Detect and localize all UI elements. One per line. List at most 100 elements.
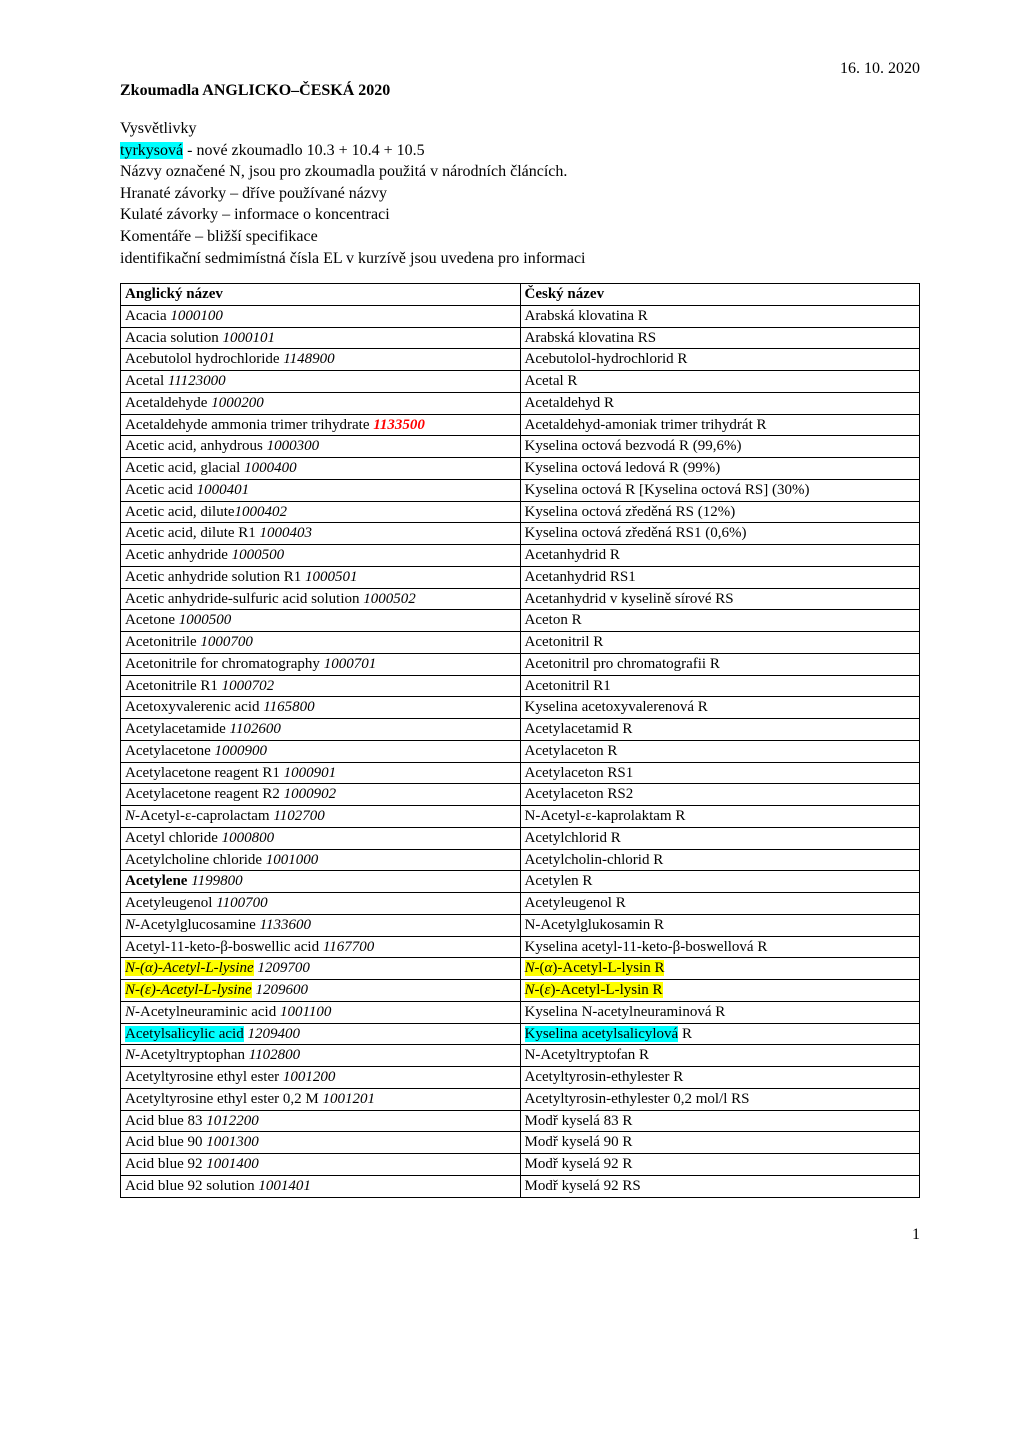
cell-cz: Acetylaceton RS2: [520, 784, 920, 806]
cell-cz: Acetylacetamid R: [520, 719, 920, 741]
date-text: 16. 10. 2020: [120, 60, 920, 78]
cell-cz: Kyselina acetyl-11-keto-β-boswellová R: [520, 936, 920, 958]
table-row: Acetic acid, glacial 1000400Kyselina oct…: [121, 458, 920, 480]
table-row: Acetoxyvalerenic acid 1165800Kyselina ac…: [121, 697, 920, 719]
header-en: Anglický název: [121, 284, 521, 306]
table-body: Acacia 1000100Arabská klovatina RAcacia …: [121, 305, 920, 1197]
table-row: Acetyltyrosine ethyl ester 1001200Acetyl…: [121, 1067, 920, 1089]
legend-heading: Vysvětlivky: [120, 118, 920, 140]
cell-cz: Kyselina octová R [Kyselina octová RS] (…: [520, 479, 920, 501]
cell-en: Acebutolol hydrochloride 1148900: [121, 349, 521, 371]
table-row: Acetylacetamide 1102600Acetylacetamid R: [121, 719, 920, 741]
cell-cz: Acetyltyrosin-ethylester R: [520, 1067, 920, 1089]
table-row: Acacia solution 1000101Arabská klovatina…: [121, 327, 920, 349]
table-row: Acid blue 83 1012200Modř kyselá 83 R: [121, 1110, 920, 1132]
cell-en: Acetoxyvalerenic acid 1165800: [121, 697, 521, 719]
table-row: Acetic anhydride solution R1 1000501Acet…: [121, 566, 920, 588]
cell-en: Acetic acid 1000401: [121, 479, 521, 501]
cell-cz: Kyselina octová zředěná RS1 (0,6%): [520, 523, 920, 545]
cell-en: Acetic acid, dilute R1 1000403: [121, 523, 521, 545]
cell-en: Acetaldehyde 1000200: [121, 392, 521, 414]
cell-cz: Acetylcholin-chlorid R: [520, 849, 920, 871]
cell-en: Acetyleugenol 1100700: [121, 893, 521, 915]
cell-en: Acacia solution 1000101: [121, 327, 521, 349]
cell-cz: Arabská klovatina RS: [520, 327, 920, 349]
page-number: 1: [120, 1226, 920, 1244]
cell-cz: Acetyltyrosin-ethylester 0,2 mol/l RS: [520, 1088, 920, 1110]
table-row: Acetylacetone reagent R2 1000902Acetylac…: [121, 784, 920, 806]
cell-en: Acetyl-11-keto-β-boswellic acid 1167700: [121, 936, 521, 958]
cell-en: N-Acetyltryptophan 1102800: [121, 1045, 521, 1067]
table-row: N-Acetylneuraminic acid 1001100Kyselina …: [121, 1001, 920, 1023]
legend-block: Vysvětlivky tyrkysová - nové zkoumadlo 1…: [120, 118, 920, 269]
table-row: N-(α)-Acetyl-L-lysine 1209700N-(α)-Acety…: [121, 958, 920, 980]
cell-cz: Kyselina octová zředěná RS (12%): [520, 501, 920, 523]
cell-en: Acetonitrile for chromatography 1000701: [121, 653, 521, 675]
glossary-table: Anglický název Český název Acacia 100010…: [120, 283, 920, 1198]
header-cz: Český název: [520, 284, 920, 306]
cell-en: Acetylcholine chloride 1001000: [121, 849, 521, 871]
table-header-row: Anglický název Český název: [121, 284, 920, 306]
legend-line-4: Kulaté závorky – informace o koncentraci: [120, 204, 920, 226]
legend-line-5: Komentáře – bližší specifikace: [120, 226, 920, 248]
table-row: Acetonitrile for chromatography 1000701A…: [121, 653, 920, 675]
table-row: Acetic acid, dilute1000402Kyselina octov…: [121, 501, 920, 523]
cell-cz: Acebutolol-hydrochlorid R: [520, 349, 920, 371]
cell-en: Acetyltyrosine ethyl ester 0,2 M 1001201: [121, 1088, 521, 1110]
table-row: Acid blue 92 solution 1001401Modř kyselá…: [121, 1175, 920, 1197]
table-row: Acetylsalicylic acid 1209400Kyselina ace…: [121, 1023, 920, 1045]
cell-cz: Acetyleugenol R: [520, 893, 920, 915]
cell-cz: Kyselina octová ledová R (99%): [520, 458, 920, 480]
cell-en: Acetylsalicylic acid 1209400: [121, 1023, 521, 1045]
legend-line-1-rest: - nové zkoumadlo 10.3 + 10.4 + 10.5: [183, 142, 425, 159]
cell-en: Acetylacetamide 1102600: [121, 719, 521, 741]
cell-cz: N-Acetyltryptofan R: [520, 1045, 920, 1067]
cell-en: Acid blue 92 1001400: [121, 1154, 521, 1176]
cell-en: Acid blue 90 1001300: [121, 1132, 521, 1154]
cell-en: Acetic acid, glacial 1000400: [121, 458, 521, 480]
cell-cz: Arabská klovatina R: [520, 305, 920, 327]
cell-cz: Acetanhydrid R: [520, 545, 920, 567]
table-row: Acetonitrile R1 1000702Acetonitril R1: [121, 675, 920, 697]
cell-cz: Acetal R: [520, 371, 920, 393]
cell-cz: Acetonitril pro chromatografii R: [520, 653, 920, 675]
legend-highlight-cyan: tyrkysová: [120, 142, 183, 159]
cell-cz: Acetylen R: [520, 871, 920, 893]
cell-en: Acetal 11123000: [121, 371, 521, 393]
cell-cz: Acetylchlorid R: [520, 827, 920, 849]
legend-line-1: tyrkysová - nové zkoumadlo 10.3 + 10.4 +…: [120, 140, 920, 162]
cell-cz: Acetonitril R1: [520, 675, 920, 697]
cell-cz: Modř kyselá 92 RS: [520, 1175, 920, 1197]
cell-en: Acetylacetone reagent R1 1000901: [121, 762, 521, 784]
cell-en: Acetic anhydride 1000500: [121, 545, 521, 567]
cell-en: Acid blue 83 1012200: [121, 1110, 521, 1132]
table-row: N-(ε)-Acetyl-L-lysine 1209600N-(ε)-Acety…: [121, 980, 920, 1002]
table-row: Acetic acid 1000401Kyselina octová R [Ky…: [121, 479, 920, 501]
cell-cz: Kyselina acetoxyvalerenová R: [520, 697, 920, 719]
cell-cz: Acetylaceton R: [520, 740, 920, 762]
table-row: N-Acetyltryptophan 1102800N-Acetyltrypto…: [121, 1045, 920, 1067]
cell-cz: Acetanhydrid v kyselině sírové RS: [520, 588, 920, 610]
cell-cz: Kyselina acetylsalicylová R: [520, 1023, 920, 1045]
cell-cz: Modř kyselá 92 R: [520, 1154, 920, 1176]
cell-en: Acetylacetone 1000900: [121, 740, 521, 762]
table-row: Acetylcholine chloride 1001000Acetylchol…: [121, 849, 920, 871]
table-row: N-Acetylglucosamine 1133600N-Acetylgluko…: [121, 914, 920, 936]
cell-en: Acetic anhydride solution R1 1000501: [121, 566, 521, 588]
cell-en: Acetic acid, dilute1000402: [121, 501, 521, 523]
cell-cz: Acetanhydrid RS1: [520, 566, 920, 588]
cell-cz: N-Acetyl-ε-kaprolaktam R: [520, 806, 920, 828]
table-row: Acacia 1000100Arabská klovatina R: [121, 305, 920, 327]
cell-en: Acetic acid, anhydrous 1000300: [121, 436, 521, 458]
cell-cz: Aceton R: [520, 610, 920, 632]
cell-cz: Modř kyselá 83 R: [520, 1110, 920, 1132]
legend-line-2: Názvy označené N, jsou pro zkoumadla pou…: [120, 161, 920, 183]
cell-cz: Acetonitril R: [520, 632, 920, 654]
cell-cz: Acetylaceton RS1: [520, 762, 920, 784]
cell-en: Acetyl chloride 1000800: [121, 827, 521, 849]
table-row: Acetaldehyde 1000200Acetaldehyd R: [121, 392, 920, 414]
cell-cz: Modř kyselá 90 R: [520, 1132, 920, 1154]
cell-cz: Acetaldehyd R: [520, 392, 920, 414]
table-row: Acid blue 92 1001400Modř kyselá 92 R: [121, 1154, 920, 1176]
table-row: Acetaldehyde ammonia trimer trihydrate 1…: [121, 414, 920, 436]
